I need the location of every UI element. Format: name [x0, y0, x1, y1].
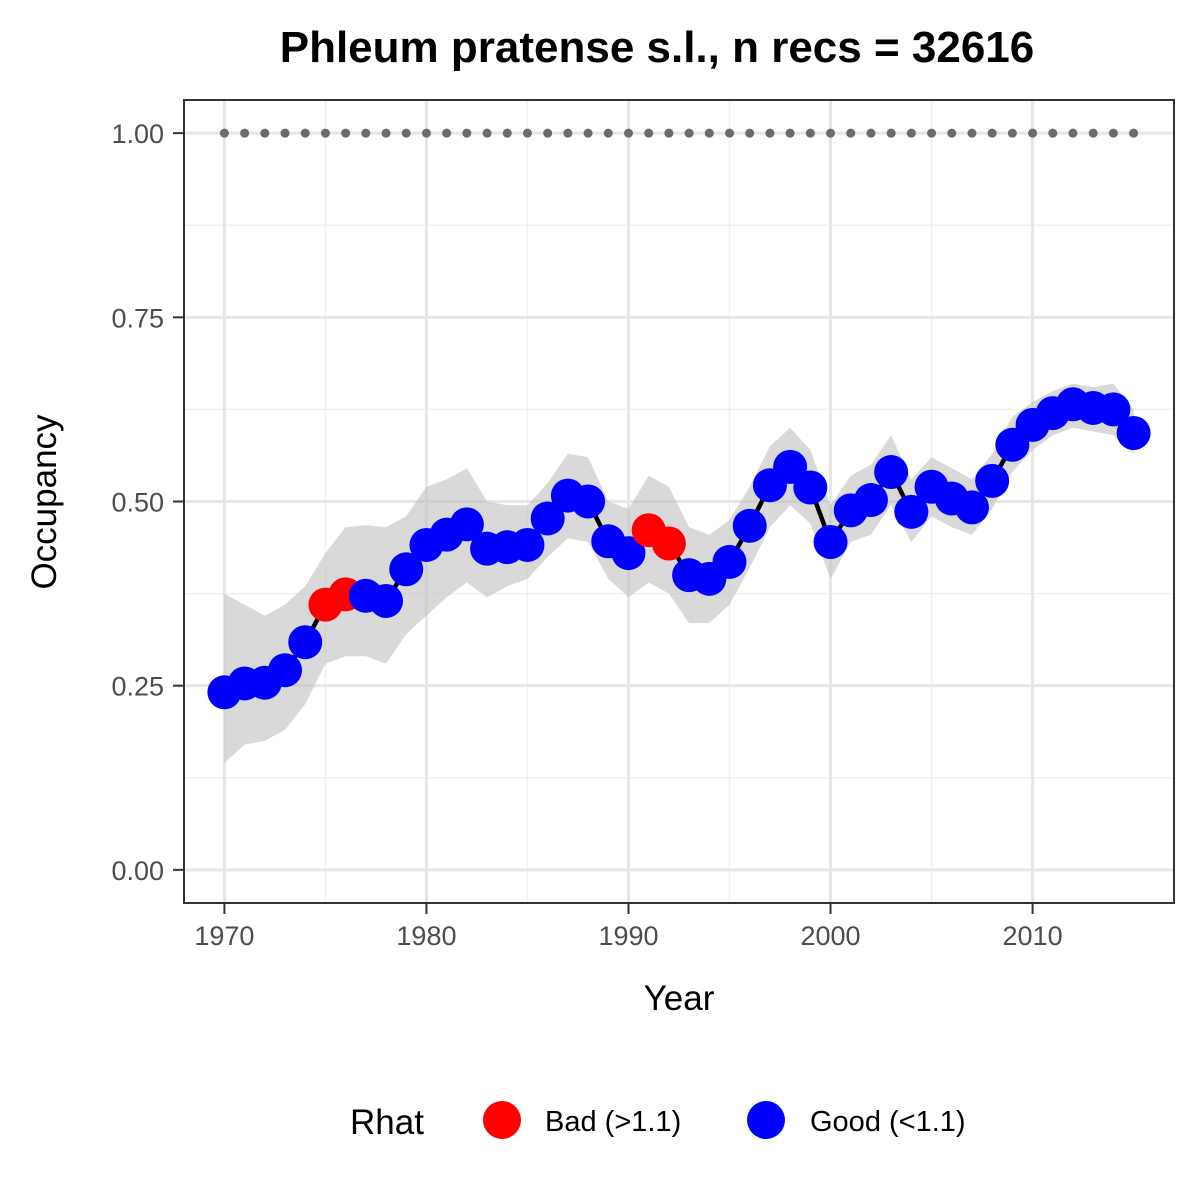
- reference-dot: [866, 128, 876, 138]
- data-point-1982: [449, 507, 484, 542]
- reference-dot: [361, 128, 371, 138]
- data-point-1988: [571, 484, 606, 519]
- reference-dot: [987, 128, 997, 138]
- data-point-1990: [611, 536, 646, 571]
- reference-dot: [947, 128, 957, 138]
- reference-dot: [846, 128, 856, 138]
- reference-dot: [886, 128, 896, 138]
- reference-dot: [583, 128, 593, 138]
- reference-dot: [927, 128, 937, 138]
- y-axis: 0.00 0.25 0.50 0.75 1.00: [111, 119, 184, 886]
- reference-dot: [563, 128, 573, 138]
- x-tick-label: 2010: [1003, 921, 1063, 951]
- reference-dot: [502, 128, 512, 138]
- reference-dot: [623, 128, 633, 138]
- data-point-2015: [1116, 415, 1151, 450]
- reference-dot: [1007, 128, 1017, 138]
- reference-dot: [240, 128, 250, 138]
- x-axis-title: Year: [644, 979, 715, 1018]
- reference-dot: [1028, 128, 1038, 138]
- reference-dot: [967, 128, 977, 138]
- x-axis: 1970 1980 1990 2000 2010: [194, 903, 1063, 951]
- legend-label-bad: Bad (>1.1): [545, 1106, 681, 1138]
- reference-dot: [745, 128, 755, 138]
- data-point-2002: [853, 483, 888, 518]
- data-point-1995: [712, 544, 747, 579]
- legend-title: Rhat: [350, 1103, 424, 1142]
- data-point-1985: [510, 527, 545, 562]
- reference-dot: [522, 128, 532, 138]
- reference-dot: [1129, 128, 1139, 138]
- data-point-2004: [894, 494, 929, 529]
- reference-dot: [320, 128, 330, 138]
- x-tick-label: 1980: [396, 921, 456, 951]
- data-point-1986: [530, 501, 565, 536]
- reference-dot: [664, 128, 674, 138]
- data-point-2007: [954, 490, 989, 525]
- y-axis-title: Occupancy: [25, 414, 64, 590]
- reference-dot: [1088, 128, 1098, 138]
- reference-dot: [381, 128, 391, 138]
- y-tick-label: 1.00: [111, 119, 164, 149]
- data-point-2003: [874, 455, 909, 490]
- data-point-1978: [369, 583, 404, 618]
- data-point-2000: [813, 525, 848, 560]
- data-point-1996: [732, 508, 767, 543]
- x-tick-label: 1990: [598, 921, 658, 951]
- data-point-1999: [793, 470, 828, 505]
- reference-dot: [280, 128, 290, 138]
- reference-dot: [906, 128, 916, 138]
- data-point-1973: [268, 653, 303, 688]
- reference-line-dots: [219, 128, 1139, 138]
- reference-dot: [442, 128, 452, 138]
- reference-dot: [219, 128, 229, 138]
- x-tick-label: 2000: [800, 921, 860, 951]
- legend: Rhat Bad (>1.1) Good (<1.1): [350, 1101, 966, 1142]
- y-tick-label: 0.75: [111, 303, 164, 333]
- reference-dot: [704, 128, 714, 138]
- reference-dot: [1048, 128, 1058, 138]
- reference-dot: [684, 128, 694, 138]
- plot-panel: [183, 99, 1175, 904]
- legend-label-good: Good (<1.1): [810, 1106, 966, 1138]
- reference-dot: [1108, 128, 1118, 138]
- data-point-1979: [389, 552, 424, 587]
- reference-dot: [603, 128, 613, 138]
- reference-dot: [826, 128, 836, 138]
- x-tick-label: 1970: [194, 921, 254, 951]
- data-point-2008: [975, 463, 1010, 498]
- reference-dot: [543, 128, 553, 138]
- reference-dot: [462, 128, 472, 138]
- reference-dot: [1068, 128, 1078, 138]
- reference-dot: [421, 128, 431, 138]
- grid-lines: [184, 100, 1174, 903]
- reference-dot: [805, 128, 815, 138]
- reference-dot: [401, 128, 411, 138]
- reference-dot: [260, 128, 270, 138]
- reference-dot: [482, 128, 492, 138]
- reference-dot: [725, 128, 735, 138]
- data-point-1992: [651, 526, 686, 561]
- reference-dot: [765, 128, 775, 138]
- legend-swatch-good: [747, 1101, 785, 1139]
- data-points: [207, 387, 1151, 710]
- reference-dot: [341, 128, 351, 138]
- y-tick-label: 0.00: [111, 856, 164, 886]
- y-tick-label: 0.50: [111, 488, 164, 518]
- chart-title: Phleum pratense s.l., n recs = 32616: [280, 23, 1035, 72]
- data-point-1974: [288, 625, 323, 660]
- reference-dot: [300, 128, 310, 138]
- data-point-2014: [1096, 392, 1131, 427]
- legend-swatch-bad: [483, 1101, 521, 1139]
- reference-dot: [785, 128, 795, 138]
- reference-dot: [644, 128, 654, 138]
- y-tick-label: 0.25: [111, 672, 164, 702]
